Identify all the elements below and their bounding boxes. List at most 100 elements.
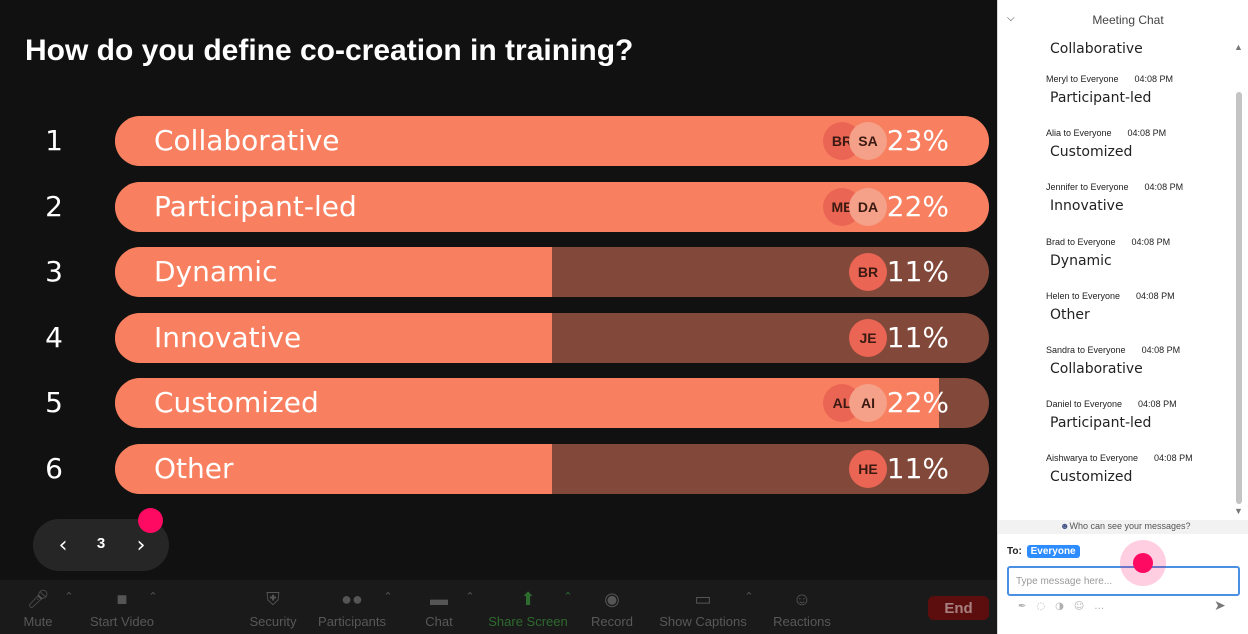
chat-message-text: Customized (1050, 144, 1133, 160)
option-number: 3 (45, 255, 63, 288)
input-tools: ✒ ◌ ◑ ☺ … (1018, 601, 1104, 615)
chat-message-text: Innovative (1050, 198, 1124, 214)
chat-message-text: Participant-led (1050, 90, 1152, 106)
avatar: JE (849, 319, 887, 357)
chat-message: Brad to Everyone 04:08 PM Dynamic (998, 237, 1234, 291)
video-options-caret[interactable]: ⌃ (146, 580, 160, 634)
record-icon: ◉ (604, 589, 620, 609)
captions-icon: ▭ (694, 589, 712, 609)
meeting-toolbar: 🎤︎ Mute ⌃ ■ Start Video ⌃ ⛨ Security ●● … (0, 580, 997, 634)
poll-option-row: 6 Other HE 11% (0, 444, 997, 494)
security-button[interactable]: ⛨ Security (248, 580, 298, 634)
chevron-up-icon: ⌃ (744, 591, 754, 603)
share-options-caret[interactable]: ⌃ (561, 580, 575, 634)
captions-options-caret[interactable]: ⌃ (742, 580, 756, 634)
chat-button[interactable]: ▬ Chat (422, 580, 456, 634)
option-number: 1 (45, 124, 63, 157)
chat-message-text: Participant-led (1050, 415, 1152, 431)
option-number: 6 (45, 452, 63, 485)
chat-sender: Aishwarya to Everyone (1046, 453, 1139, 463)
presentation-stage: How do you define co-creation in trainin… (0, 0, 997, 634)
option-bar: Collaborative SA BR 23% (115, 116, 989, 166)
emoji-icon[interactable]: ☺ (1073, 601, 1085, 612)
who-can-see-text: ☻Who can see your messages? (1060, 521, 1191, 531)
chat-message-meta: Helen to Everyone 04:08 PM (1046, 291, 1175, 301)
format-icon[interactable]: ✒ (1018, 601, 1027, 612)
chevron-down-icon[interactable]: ⌵ (1007, 13, 1015, 24)
option-bar: Innovative JE 11% (115, 313, 989, 363)
option-number: 5 (45, 386, 63, 419)
microphone-icon: 🎤︎ (26, 589, 50, 609)
chat-bubble-icon: ▬ (430, 589, 448, 609)
chevron-right-icon[interactable]: › (136, 532, 146, 558)
scroll-down-arrow[interactable]: ▼ (1234, 506, 1243, 516)
chevron-left-icon[interactable]: ‹ (58, 532, 68, 558)
option-label: Collaborative (154, 124, 340, 157)
reactions-button[interactable]: ☺ Reactions (772, 580, 832, 634)
pointer-indicator (138, 508, 163, 533)
voter-avatars: SA BR (823, 122, 887, 160)
chat-message-meta: Aishwarya to Everyone 04:08 PM (1046, 453, 1193, 463)
poll-option-row: 2 Participant-led DA ME 22% (0, 182, 997, 232)
chat-message-text: Collaborative (1050, 41, 1143, 57)
poll-option-row: 1 Collaborative SA BR 23% (0, 116, 997, 166)
chat-timestamp: 04:08 PM (1136, 291, 1175, 301)
recipient-selector[interactable]: Everyone (1026, 545, 1080, 558)
avatar: SA (849, 122, 887, 160)
poll-option-row: 4 Innovative JE 11% (0, 313, 997, 363)
option-label: Innovative (154, 321, 302, 354)
record-button[interactable]: ◉ Record (590, 580, 634, 634)
chat-scrollbar[interactable] (1236, 92, 1242, 504)
mute-options-caret[interactable]: ⌃ (62, 580, 76, 634)
chat-message-meta: Alia to Everyone 04:08 PM (1046, 128, 1166, 138)
chat-message-meta: Sandra to Everyone 04:08 PM (1046, 345, 1180, 355)
chat-sender: Meryl to Everyone (1046, 74, 1119, 84)
page-number: 3 (96, 535, 106, 552)
chat-sender: Brad to Everyone (1046, 237, 1116, 247)
end-meeting-button[interactable]: End (928, 596, 989, 620)
option-number: 4 (45, 321, 63, 354)
option-percent: 11% (886, 452, 949, 485)
option-bar: Other HE 11% (115, 444, 989, 494)
participants-options-caret[interactable]: ⌃ (381, 580, 395, 634)
chevron-up-icon: ⌃ (465, 591, 475, 603)
pointer-indicator (1133, 553, 1153, 573)
participants-button[interactable]: ●● Participants (316, 580, 388, 634)
meeting-chat-panel: ⌵ Meeting Chat Collaborative Meryl to Ev… (997, 0, 1248, 634)
video-off-icon: ■ (116, 589, 128, 609)
file-icon[interactable]: ◑ (1055, 601, 1064, 612)
reactions-icon: ☺ (792, 589, 812, 609)
option-label: Customized (154, 386, 319, 419)
screenshot-icon[interactable]: ◌ (1036, 601, 1046, 612)
chat-timestamp: 04:08 PM (1127, 128, 1167, 138)
mute-button[interactable]: 🎤︎ Mute (20, 580, 56, 634)
shield-icon: ⛨ (266, 589, 280, 609)
chat-message: Alia to Everyone 04:08 PM Customized (998, 128, 1234, 182)
option-bar-fill (115, 313, 552, 363)
option-bar: Customized AI AL 22% (115, 378, 989, 428)
message-input[interactable] (1007, 566, 1240, 596)
who-can-see-bar[interactable]: ☻Who can see your messages? (998, 520, 1248, 534)
voter-avatars: DA ME (823, 188, 887, 226)
chevron-up-icon: ⌃ (64, 591, 74, 603)
chat-options-caret[interactable]: ⌃ (463, 580, 477, 634)
chat-message: Sandra to Everyone 04:08 PM Collaborative (998, 345, 1234, 399)
chat-message-text: Dynamic (1050, 253, 1112, 269)
start-video-button[interactable]: ■ Start Video (88, 580, 156, 634)
participants-icon: ●● (341, 589, 363, 609)
voter-avatars: HE (849, 450, 887, 488)
option-percent: 22% (886, 386, 949, 419)
chat-timestamp: 04:08 PM (1134, 74, 1174, 84)
option-label: Participant-led (154, 190, 357, 223)
more-icon[interactable]: … (1094, 601, 1105, 612)
send-icon[interactable]: ➤ (1214, 598, 1226, 614)
show-captions-button[interactable]: ▭ Show Captions (658, 580, 748, 634)
share-screen-button[interactable]: ⬆ Share Screen (488, 580, 568, 634)
chat-timestamp: 04:08 PM (1154, 453, 1193, 463)
option-number: 2 (45, 190, 63, 223)
chat-message-text: Other (1050, 307, 1090, 323)
share-screen-icon: ⬆ (520, 589, 536, 609)
scroll-up-arrow[interactable]: ▲ (1234, 42, 1243, 52)
chat-sender: Sandra to Everyone (1046, 345, 1126, 355)
recipient-row: To: Everyone (1007, 545, 1080, 558)
